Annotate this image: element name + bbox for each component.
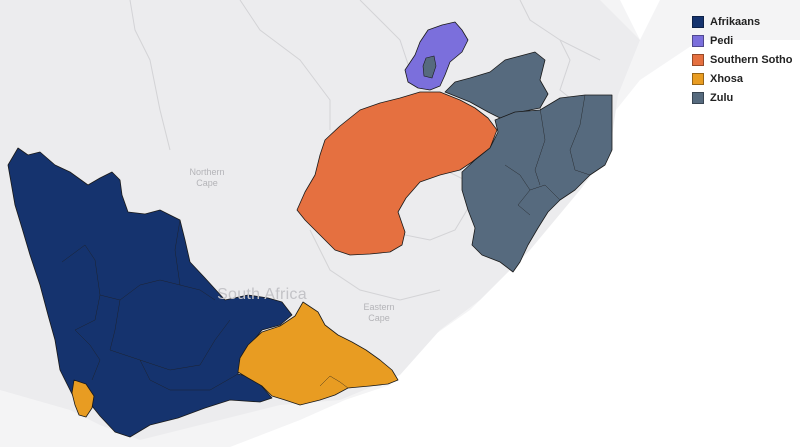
district-border xyxy=(534,107,546,186)
legend-label: Xhosa xyxy=(710,72,744,85)
legend-label: Pedi xyxy=(710,34,734,47)
district-border xyxy=(109,299,231,371)
legend-item[interactable]: Pedi xyxy=(692,33,793,48)
legend-label: Southern Sotho xyxy=(710,53,793,66)
legend-label: Zulu xyxy=(710,91,734,104)
legend-label: Afrikaans xyxy=(710,15,761,28)
northern-cape-label-line2: Cape xyxy=(196,178,218,188)
eastern-cape-label-line2: Cape xyxy=(368,313,390,323)
pedi-enclave xyxy=(422,55,437,79)
legend-item[interactable]: Xhosa xyxy=(692,71,793,86)
legend-swatch xyxy=(692,72,704,85)
legend-swatch xyxy=(692,53,704,66)
xhosa-cape-town-region[interactable] xyxy=(71,379,95,418)
country-label: South Africa xyxy=(217,286,307,303)
admin-border xyxy=(129,0,171,151)
district-border xyxy=(569,94,591,176)
district-border xyxy=(504,164,531,191)
southern-sotho-region[interactable] xyxy=(296,91,498,256)
district-border xyxy=(319,375,349,389)
admin-border xyxy=(309,229,441,301)
district-border xyxy=(61,244,101,331)
legend-swatch xyxy=(692,34,704,47)
district-border xyxy=(74,329,101,381)
eastern-cape-label-line1: Eastern xyxy=(363,302,394,312)
xhosa-eastern-region[interactable] xyxy=(237,301,399,406)
legend-item[interactable]: Afrikaans xyxy=(692,14,793,29)
legend-item[interactable]: Southern Sotho xyxy=(692,52,793,67)
legend-item[interactable]: Zulu xyxy=(692,90,793,105)
district-border xyxy=(139,359,239,391)
admin-border xyxy=(359,0,411,71)
northern-cape-label-line1: Northern xyxy=(189,167,224,177)
zulu-north-region[interactable] xyxy=(444,51,549,119)
legend-swatch xyxy=(692,15,704,28)
admin-border xyxy=(239,0,331,130)
legend: Afrikaans Pedi Southern Sotho Xhosa Zulu xyxy=(692,14,793,105)
pedi-region[interactable] xyxy=(404,21,469,91)
admin-border xyxy=(519,0,601,61)
legend-swatch xyxy=(692,91,704,104)
district-border xyxy=(174,219,181,286)
